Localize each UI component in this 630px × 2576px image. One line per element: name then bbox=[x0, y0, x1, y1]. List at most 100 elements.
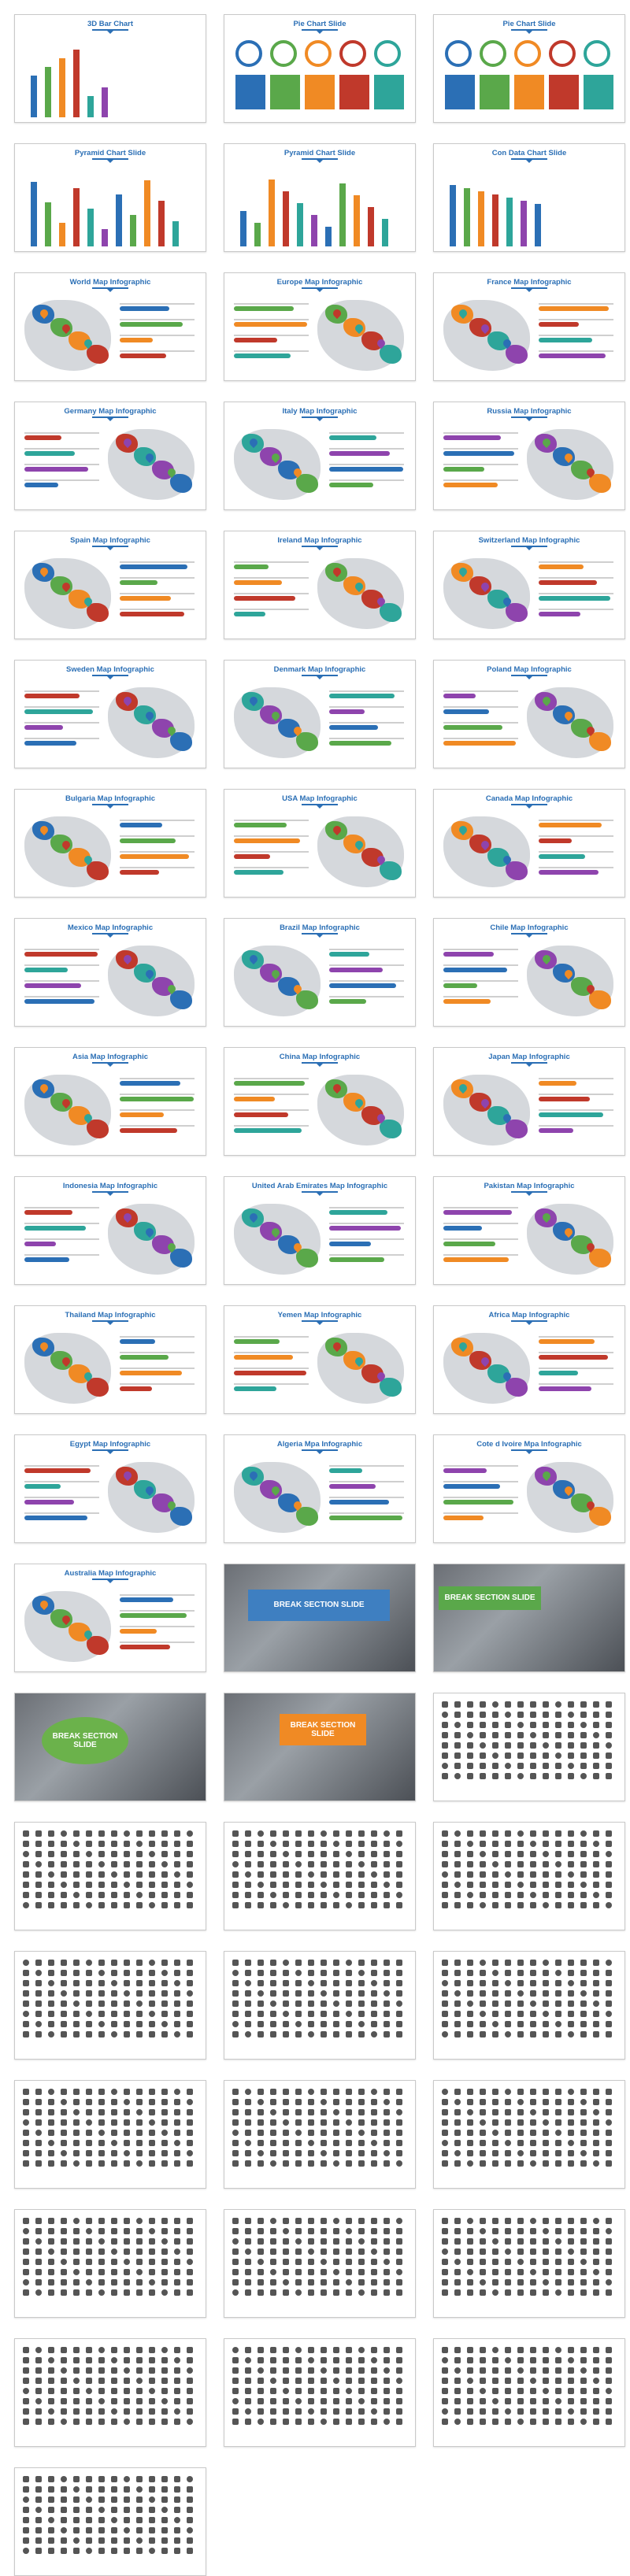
slide-thumbnail[interactable]: Germany Map Infographic bbox=[14, 402, 206, 510]
slide-thumbnail[interactable]: BREAK SECTION SLIDE bbox=[14, 1693, 206, 1801]
slide-thumbnail[interactable]: Russia Map Infographic bbox=[433, 402, 625, 510]
slide-thumbnail[interactable]: Sweden Map Infographic bbox=[14, 660, 206, 768]
slide-thumbnail[interactable] bbox=[433, 2209, 625, 2318]
slide-thumbnail[interactable]: Ireland Map Infographic bbox=[224, 531, 416, 639]
slide-thumbnail[interactable]: Switzerland Map Infographic bbox=[433, 531, 625, 639]
generic-icon bbox=[321, 2011, 327, 2017]
slide-thumbnail[interactable] bbox=[14, 2338, 206, 2447]
generic-icon bbox=[124, 2527, 130, 2533]
generic-icon bbox=[371, 2021, 377, 2027]
generic-icon bbox=[23, 2031, 29, 2037]
slide-thumbnail[interactable]: Brazil Map Infographic bbox=[224, 918, 416, 1027]
generic-icon bbox=[530, 1773, 536, 1779]
slide-thumbnail[interactable]: Mexico Map Infographic bbox=[14, 918, 206, 1027]
generic-icon bbox=[346, 1960, 352, 1966]
slide-thumbnail[interactable] bbox=[224, 2338, 416, 2447]
slide-thumbnail[interactable]: Denmark Map Infographic bbox=[224, 660, 416, 768]
slide-thumbnail[interactable] bbox=[224, 2080, 416, 2189]
generic-icon bbox=[270, 2347, 276, 2353]
slide-content bbox=[440, 1327, 618, 1408]
generic-icon bbox=[321, 2000, 327, 2007]
slide-thumbnail[interactable]: Indonesia Map Infographic bbox=[14, 1176, 206, 1285]
generic-icon bbox=[321, 1841, 327, 1847]
slide-thumbnail[interactable] bbox=[433, 1951, 625, 2060]
generic-icon bbox=[270, 2089, 276, 2095]
generic-icon bbox=[593, 2228, 599, 2234]
generic-icon bbox=[543, 1773, 549, 1779]
slide-thumbnail[interactable]: Pakistan Map Infographic bbox=[433, 1176, 625, 1285]
slide-thumbnail[interactable]: Pyramid Chart Slide bbox=[14, 143, 206, 252]
generic-icon bbox=[86, 2507, 92, 2513]
slide-thumbnail[interactable]: USA Map Infographic bbox=[224, 789, 416, 898]
generic-icon bbox=[530, 2021, 536, 2027]
slide-thumbnail[interactable]: Cote d Ivoire Mpa Infographic bbox=[433, 1434, 625, 1543]
slide-thumbnail[interactable]: 3D Bar Chart bbox=[14, 14, 206, 123]
generic-icon bbox=[492, 1830, 498, 1837]
map-region bbox=[380, 1378, 402, 1397]
generic-icon bbox=[517, 2218, 524, 2224]
chart-bar bbox=[339, 183, 346, 246]
generic-icon bbox=[530, 2218, 536, 2224]
slide-thumbnail[interactable]: BREAK SECTION SLIDE bbox=[433, 1564, 625, 1672]
slide-thumbnail[interactable] bbox=[433, 1822, 625, 1930]
generic-icon bbox=[358, 1871, 365, 1878]
slide-thumbnail[interactable] bbox=[433, 2080, 625, 2189]
slide-thumbnail[interactable]: Canada Map Infographic bbox=[433, 789, 625, 898]
slide-thumbnail[interactable]: Thailand Map Infographic bbox=[14, 1305, 206, 1414]
text-placeholder-line bbox=[443, 738, 518, 739]
slide-thumbnail[interactable] bbox=[224, 2209, 416, 2318]
generic-icon bbox=[384, 2269, 390, 2275]
slide-thumbnail[interactable]: Europe Map Infographic bbox=[224, 272, 416, 381]
slide-thumbnail[interactable] bbox=[433, 2338, 625, 2447]
slide-thumbnail[interactable] bbox=[14, 2080, 206, 2189]
generic-icon bbox=[321, 2378, 327, 2384]
slide-thumbnail[interactable]: Japan Map Infographic bbox=[433, 1047, 625, 1156]
generic-icon bbox=[23, 2548, 29, 2554]
slide-thumbnail[interactable]: China Map Infographic bbox=[224, 1047, 416, 1156]
generic-icon bbox=[568, 1763, 574, 1769]
slide-thumbnail[interactable] bbox=[224, 1822, 416, 1930]
generic-icon bbox=[505, 2218, 511, 2224]
slide-thumbnail[interactable]: United Arab Emirates Map Infographic bbox=[224, 1176, 416, 1285]
slide-thumbnail[interactable]: Chile Map Infographic bbox=[433, 918, 625, 1027]
slide-thumbnail[interactable]: Bulgaria Map Infographic bbox=[14, 789, 206, 898]
generic-icon bbox=[371, 2140, 377, 2146]
slide-thumbnail[interactable]: Italy Map Infographic bbox=[224, 402, 416, 510]
slide-thumbnail[interactable] bbox=[14, 1822, 206, 1930]
text-placeholder-line bbox=[120, 593, 195, 594]
slide-thumbnail[interactable]: Poland Map Infographic bbox=[433, 660, 625, 768]
slide-thumbnail[interactable]: Yemen Map Infographic bbox=[224, 1305, 416, 1414]
slide-thumbnail[interactable]: Pie Chart Slide bbox=[433, 14, 625, 123]
slide-thumbnail[interactable]: Australia Map Infographic bbox=[14, 1564, 206, 1672]
generic-icon bbox=[333, 2367, 339, 2374]
slide-thumbnail[interactable]: World Map Infographic bbox=[14, 272, 206, 381]
slide-content bbox=[231, 939, 409, 1021]
slide-thumbnail[interactable]: Pie Chart Slide bbox=[224, 14, 416, 123]
generic-icon bbox=[371, 2279, 377, 2285]
generic-icon bbox=[492, 2021, 498, 2027]
slide-thumbnail[interactable]: Asia Map Infographic bbox=[14, 1047, 206, 1156]
slide-thumbnail[interactable] bbox=[14, 1951, 206, 2060]
slide-thumbnail[interactable] bbox=[433, 1693, 625, 1801]
slide-thumbnail[interactable]: Pyramid Chart Slide bbox=[224, 143, 416, 252]
generic-icon bbox=[568, 2357, 574, 2363]
map-region bbox=[296, 990, 318, 1009]
generic-icon bbox=[530, 2289, 536, 2296]
generic-icon bbox=[124, 2119, 130, 2126]
slide-thumbnail[interactable] bbox=[224, 1951, 416, 2060]
slide-thumbnail[interactable]: France Map Infographic bbox=[433, 272, 625, 381]
slide-thumbnail[interactable]: Africa Map Infographic bbox=[433, 1305, 625, 1414]
slide-thumbnail[interactable] bbox=[14, 2209, 206, 2318]
generic-icon bbox=[283, 1861, 289, 1867]
generic-icon bbox=[136, 2537, 143, 2544]
slide-thumbnail[interactable]: Algeria Mpa Infographic bbox=[224, 1434, 416, 1543]
slide-thumbnail[interactable] bbox=[14, 2467, 206, 2576]
slide-thumbnail[interactable]: BREAK SECTION SLIDE bbox=[224, 1564, 416, 1672]
generic-icon bbox=[86, 1882, 92, 1888]
slide-thumbnail[interactable]: Egypt Map Infographic bbox=[14, 1434, 206, 1543]
generic-icon bbox=[333, 1970, 339, 1976]
progress-bar bbox=[329, 709, 365, 714]
slide-thumbnail[interactable]: Con Data Chart Slide bbox=[433, 143, 625, 252]
slide-thumbnail[interactable]: BREAK SECTION SLIDE bbox=[224, 1693, 416, 1801]
slide-thumbnail[interactable]: Spain Map Infographic bbox=[14, 531, 206, 639]
